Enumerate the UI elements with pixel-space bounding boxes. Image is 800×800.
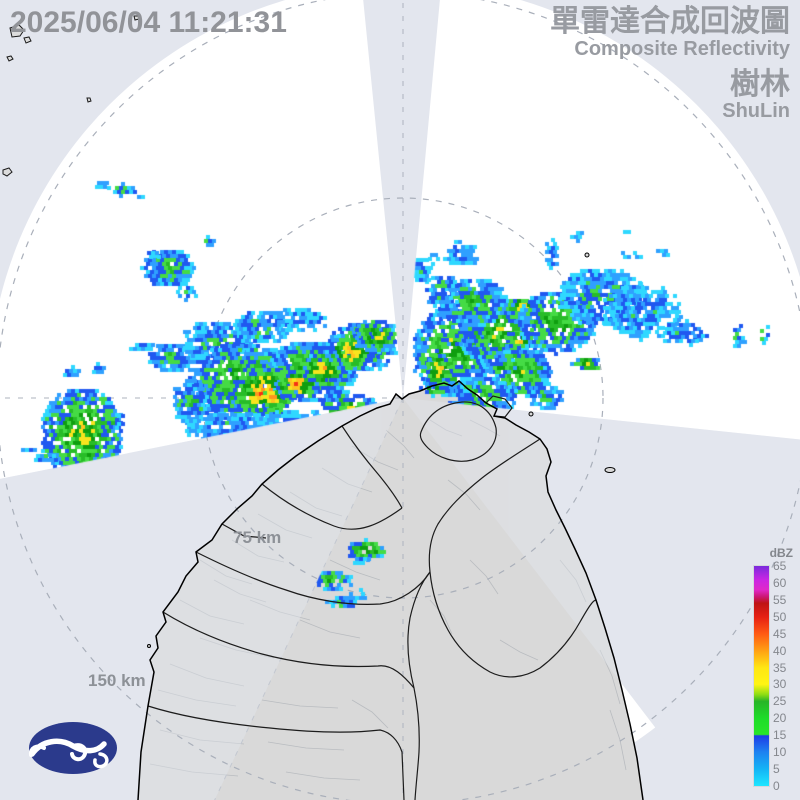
range-ring-label-150km: 150 km xyxy=(88,671,146,690)
colorbar-tick-50: 50 xyxy=(773,609,787,624)
product-title-en: Composite Reflectivity xyxy=(574,37,790,60)
colorbar-tick-35: 35 xyxy=(773,660,787,675)
timestamp: 2025/06/04 11:21:31 xyxy=(10,6,287,39)
colorbar-tick-15: 15 xyxy=(773,728,787,743)
coastline xyxy=(137,380,644,800)
dbz-colorbar: dBZ 65 60 55 50 45 40 35 30 25 20 15 10 5 0 xyxy=(745,546,797,796)
logo-wave-icon xyxy=(28,738,109,769)
station-name-zh: 樹林 xyxy=(730,67,790,101)
colorbar-tick-10: 10 xyxy=(773,745,787,760)
colorbar-tick-65: 65 xyxy=(773,559,787,573)
colorbar-tick-20: 20 xyxy=(773,711,787,726)
product-title-zh: 單雷達合成回波圖 xyxy=(550,5,790,38)
colorbar-tick-30: 30 xyxy=(773,677,787,692)
colorbar-tick-55: 55 xyxy=(773,592,787,607)
colorbar-gradient xyxy=(753,565,770,787)
cwb-logo xyxy=(28,722,117,774)
range-ring-label-75km: 75 km xyxy=(233,528,282,547)
colorbar-tick-60: 60 xyxy=(773,575,787,590)
colorbar-tick-0: 0 xyxy=(773,779,780,793)
header-titles: 單雷達合成回波圖 Composite Reflectivity 樹林 ShuLi… xyxy=(550,6,790,123)
colorbar-tick-5: 5 xyxy=(773,762,780,777)
colorbar-unit-label: dBZ xyxy=(769,546,793,560)
colorbar-tick-25: 25 xyxy=(773,694,787,709)
colorbar-tick-40: 40 xyxy=(773,643,787,658)
coastal-islets xyxy=(147,252,616,648)
station-name-en: ShuLin xyxy=(722,100,790,122)
colorbar-tick-45: 45 xyxy=(773,626,787,641)
county-boundaries xyxy=(147,395,597,800)
